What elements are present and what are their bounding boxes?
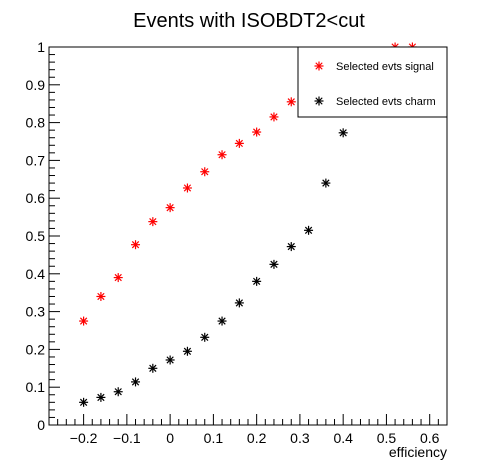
- legend-label: Selected evts charm: [336, 96, 436, 108]
- x-tick-label: 0.2: [247, 430, 267, 446]
- data-point: [165, 355, 175, 365]
- data-point: [286, 242, 296, 252]
- data-point: [113, 273, 123, 283]
- legend-label: Selected evts signal: [336, 61, 434, 73]
- x-tick-label: 0: [166, 430, 174, 446]
- x-tick-label: 0.6: [420, 430, 440, 446]
- x-tick-label: 0.3: [290, 430, 310, 446]
- x-tick-label: −0.1: [113, 430, 141, 446]
- data-point: [200, 167, 210, 177]
- x-axis-title: efficiency: [389, 444, 447, 460]
- legend-box: [297, 46, 448, 118]
- data-point: [217, 316, 227, 326]
- x-tick-label: 0.1: [204, 430, 224, 446]
- series-1: [79, 128, 348, 407]
- data-point: [338, 128, 348, 138]
- x-tick-label: 0.4: [333, 430, 353, 446]
- data-point: [269, 259, 279, 269]
- data-point: [252, 127, 262, 137]
- data-point: [286, 97, 296, 107]
- data-point: [96, 392, 106, 402]
- data-point: [182, 183, 192, 193]
- data-point: [96, 291, 106, 301]
- data-point: [217, 150, 227, 160]
- series-0: [79, 42, 417, 326]
- plot-area: 0 0.1 0.2 0.3 0.4 0.5 0.6 0.7 0.8 0.9 1 −0.2 −0.1 0 0.…: [26, 39, 448, 446]
- y-tick-label: 0.7: [26, 152, 46, 168]
- y-tick-label: 1: [37, 39, 45, 55]
- x-tick-label: −0.2: [70, 430, 98, 446]
- data-point: [131, 377, 141, 387]
- y-tick-label: 0.1: [26, 379, 46, 395]
- y-tick-label: 0.2: [26, 341, 46, 357]
- data-point: [182, 346, 192, 356]
- data-point: [304, 225, 314, 235]
- data-point: [131, 240, 141, 250]
- data-point: [252, 276, 262, 286]
- legend-marker: [314, 61, 324, 71]
- y-tick-label: 0.5: [26, 228, 46, 244]
- y-tick-label: 0.6: [26, 190, 46, 206]
- data-point: [165, 203, 175, 213]
- y-tick-label: 0.4: [26, 266, 46, 282]
- data-point: [79, 397, 89, 407]
- data-point: [79, 316, 89, 326]
- y-tick-label: 0.8: [26, 115, 46, 131]
- legend-marker: [314, 96, 324, 106]
- y-tick-label: 0.9: [26, 77, 46, 93]
- data-point: [148, 217, 158, 227]
- y-tick-label: 0.3: [26, 304, 46, 320]
- data-point: [234, 298, 244, 308]
- chart-title: Events with ISOBDT2<cut: [133, 10, 365, 32]
- data-point: [321, 178, 331, 188]
- data-point: [200, 332, 210, 342]
- data-point: [269, 112, 279, 122]
- data-point: [148, 363, 158, 373]
- data-point: [113, 387, 123, 397]
- y-tick-label: 0: [37, 417, 45, 433]
- data-point: [234, 138, 244, 148]
- legend: Selected evts signal Selected evts charm: [297, 46, 448, 118]
- x-tick-label: 0.5: [377, 430, 397, 446]
